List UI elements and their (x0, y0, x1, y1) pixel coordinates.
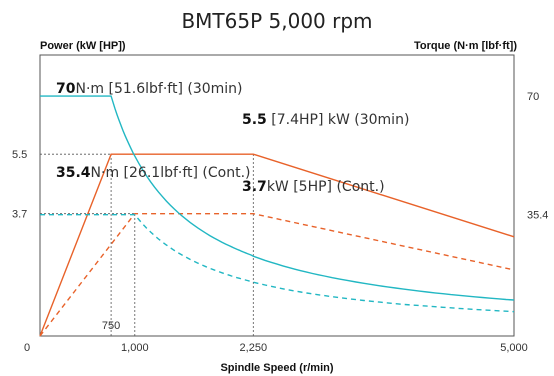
annotation-torque-cont: 35.4N·m [26.1lbf·ft] (Cont.) (56, 165, 251, 181)
x-axis-title: Spindle Speed (r/min) (220, 362, 333, 374)
axis-ticks: 0 1,000 2,250 5,000 750 5.5 3.7 70 35.4 (12, 91, 548, 354)
annotation-power-30min: 5.5 [7.4HP] kW (30min) (242, 112, 409, 128)
series-line-1 (39, 213, 515, 337)
annotation-torque-30min-value: 70 (56, 81, 76, 97)
x-tick-label: 0 (24, 342, 30, 354)
left-tick-label: 3.7 (12, 209, 27, 221)
x-tick-inner-label: 750 (102, 320, 120, 332)
right-tick-label: 70 (527, 91, 539, 103)
annotation-power-cont: 3.7kW [5HP] (Cont.) (242, 179, 385, 195)
annotation-power-30min-value: 5.5 (242, 112, 267, 128)
left-axis-title: Power (kW [HP]) (40, 40, 126, 52)
series-lines (39, 95, 515, 337)
annotation-power-30min-text: [7.4HP] kW (30min) (267, 112, 410, 128)
series-line-0 (39, 153, 515, 337)
right-tick-label: 35.4 (527, 210, 548, 222)
x-tick-label: 2,250 (240, 342, 268, 354)
series-line-2 (40, 95, 515, 301)
annotation-torque-cont-value: 35.4 (56, 165, 91, 181)
annotation-torque-30min-text: N·m [51.6lbf·ft] (30min) (75, 81, 242, 97)
annotation-torque-30min: 70N·m [51.6lbf·ft] (30min) (56, 81, 243, 97)
series-line-3 (40, 214, 515, 313)
annotation-torque-cont-text: N·m [26.1lbf·ft] (Cont.) (91, 165, 251, 181)
guide-lines (40, 153, 254, 336)
left-tick-label: 5.5 (12, 149, 27, 161)
plot-frame (39, 54, 515, 337)
right-axis-title: Torque (N·m [lbf·ft]) (414, 40, 517, 52)
x-tick-label: 1,000 (121, 342, 149, 354)
x-tick-label: 5,000 (500, 342, 528, 354)
annotation-power-cont-text: kW [5HP] (Cont.) (267, 179, 385, 195)
annotation-power-cont-value: 3.7 (242, 179, 267, 195)
chart-title: BMT65P 5,000 rpm (181, 9, 372, 33)
